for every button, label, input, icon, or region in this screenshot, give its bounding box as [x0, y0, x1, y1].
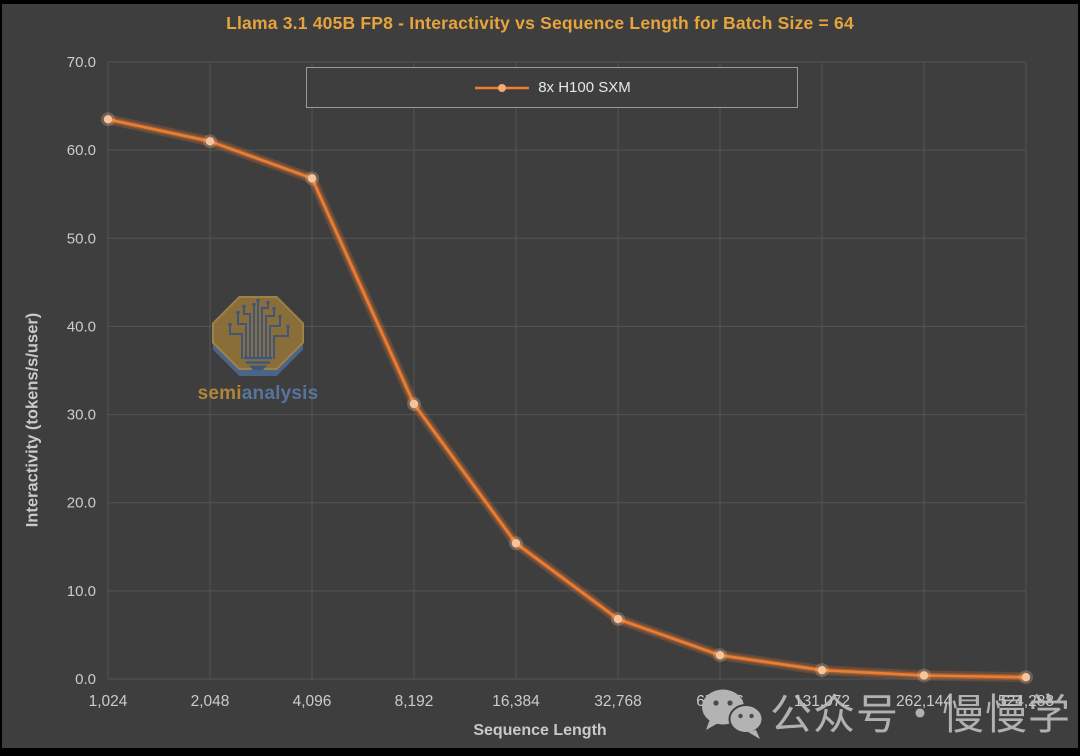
x-tick-label: 262,144 [896, 693, 952, 710]
y-tick-label: 70.0 [67, 54, 96, 71]
chart-title: Llama 3.1 405B FP8 - Interactivity vs Se… [226, 13, 854, 33]
x-axis-title: Sequence Length [473, 722, 607, 739]
legend[interactable]: 8x H100 SXM [306, 67, 798, 108]
x-tick-label: 2,048 [191, 693, 230, 710]
logo-text-semi: semi [197, 383, 242, 404]
wechat-icon [702, 689, 764, 739]
y-tick-label: 40.0 [67, 318, 96, 335]
data-point-marker [919, 671, 929, 680]
logo-text-analysis: analysis [241, 383, 319, 404]
semianalysis-logo-icon [212, 296, 304, 376]
x-tick-label: 32,768 [594, 693, 641, 710]
x-tick-label: 16,384 [492, 693, 540, 710]
x-tick-label: 524,288 [998, 693, 1054, 710]
data-point-marker [307, 174, 317, 183]
data-point-marker [817, 665, 827, 675]
x-tick-label: 4,096 [293, 693, 332, 710]
x-tick-label: 1,024 [89, 693, 128, 710]
y-tick-label: 60.0 [67, 142, 96, 159]
y-tick-label: 10.0 [67, 583, 96, 600]
legend-series-label: 8x H100 SXM [538, 79, 631, 96]
wechat-watermark: 公众号・慢慢学 AIGC [698, 688, 1080, 742]
x-tick-label: 131,072 [794, 693, 850, 710]
y-tick-label: 0.0 [75, 671, 96, 688]
data-point-marker [409, 399, 419, 409]
data-point-marker [613, 614, 623, 624]
legend-series-marker-icon [475, 83, 530, 92]
data-point-marker [1021, 673, 1031, 682]
semianalysis-logo-text: semianalysis [198, 383, 319, 405]
data-point-marker [205, 137, 215, 146]
x-tick-label: 8,192 [395, 693, 434, 710]
wechat-watermark-text: 公众号・慢慢学 AIGC [770, 691, 1080, 738]
semianalysis-logo-watermark: semianalysis [198, 284, 318, 406]
data-point-marker [715, 651, 725, 660]
data-point-marker [103, 115, 113, 124]
series-line [107, 118, 1027, 679]
data-point-marker [511, 539, 521, 548]
y-axis-title: Interactivity (tokens/s/user) [23, 312, 42, 528]
y-tick-label: 20.0 [67, 495, 96, 512]
chart-background [2, 4, 1078, 748]
y-tick-label: 30.0 [67, 407, 96, 424]
y-tick-label: 50.0 [67, 230, 96, 247]
